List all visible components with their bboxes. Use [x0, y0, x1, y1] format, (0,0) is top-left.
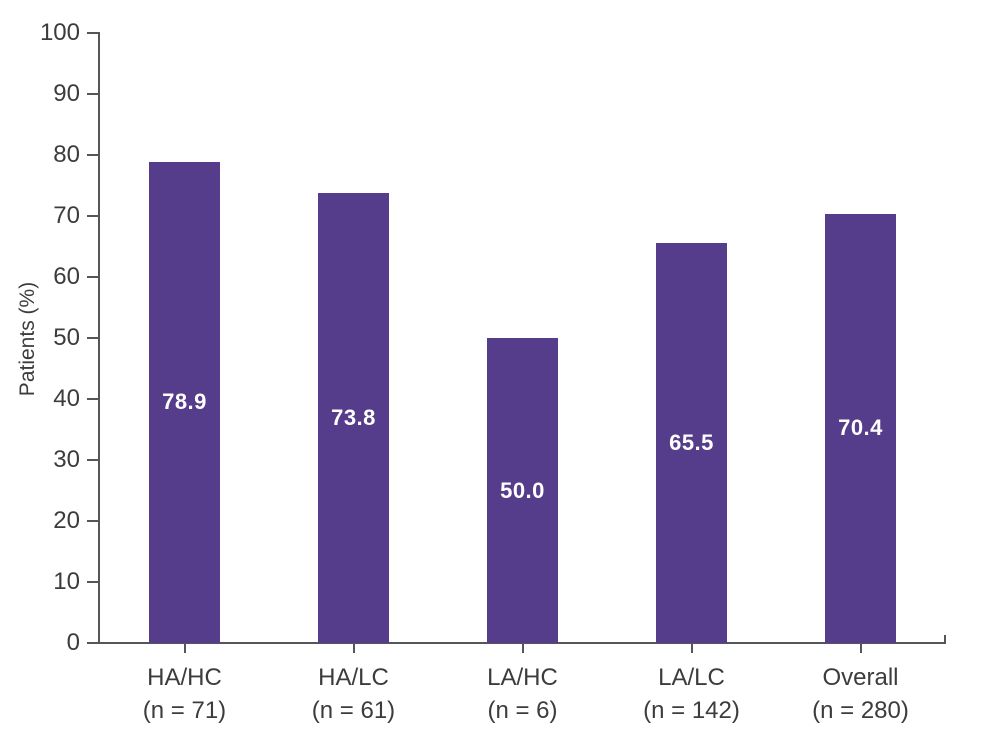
y-tick-mark	[87, 276, 99, 278]
x-tick-mark	[859, 644, 862, 653]
x-axis-line	[98, 642, 946, 644]
y-tick-mark	[87, 642, 99, 644]
bar-value-label: 73.8	[331, 404, 376, 430]
x-category-label: LA/HC (n = 6)	[438, 661, 608, 727]
y-axis-line	[98, 32, 100, 644]
x-category-n: (n = 71)	[142, 697, 227, 724]
y-tick-label: 10	[53, 568, 80, 595]
bar-value-label: 70.4	[838, 415, 883, 441]
y-tick-mark	[87, 398, 99, 400]
x-category-label: HA/HC (n = 71)	[100, 661, 270, 727]
x-category-label: Overall (n = 280)	[776, 661, 946, 727]
x-tick-mark	[352, 644, 355, 653]
x-category-label: HA/LC (n = 61)	[269, 661, 439, 727]
y-tick-label: 90	[53, 80, 80, 107]
y-tick-label: 20	[53, 507, 80, 534]
x-category-name: HA/HC	[147, 664, 222, 691]
x-category-name: LA/LC	[658, 664, 725, 691]
y-tick-mark	[87, 459, 99, 461]
bar-ha-lc: 73.8	[318, 192, 389, 643]
y-tick-label: 50	[53, 324, 80, 351]
x-tick-mark	[183, 644, 186, 653]
x-category-n: (n = 6)	[487, 697, 558, 724]
x-category-n: (n = 280)	[812, 697, 909, 724]
bar-value-label: 65.5	[669, 430, 714, 456]
y-tick-label: 100	[39, 19, 80, 46]
y-tick-mark	[87, 581, 99, 583]
x-axis-end-cap	[944, 635, 946, 644]
y-tick-label: 0	[66, 629, 80, 656]
x-category-name: HA/LC	[318, 664, 389, 691]
bar-la-lc: 65.5	[656, 243, 727, 643]
x-category-n: (n = 142)	[643, 697, 740, 724]
x-category-name: Overall	[822, 664, 899, 691]
x-tick-mark	[690, 644, 693, 653]
bar-value-label: 50.0	[500, 477, 545, 503]
x-category-n: (n = 61)	[311, 697, 396, 724]
y-tick-label: 80	[53, 141, 80, 168]
y-tick-label: 60	[53, 263, 80, 290]
y-tick-mark	[87, 215, 99, 217]
x-tick-mark	[521, 644, 524, 653]
y-tick-mark	[87, 154, 99, 156]
y-tick-mark	[87, 93, 99, 95]
bar-la-hc: 50.0	[487, 338, 558, 643]
bar-value-label: 78.9	[162, 389, 207, 415]
y-tick-mark	[87, 32, 99, 34]
y-tick-label: 40	[53, 385, 80, 412]
y-tick-label: 70	[53, 202, 80, 229]
x-category-name: LA/HC	[487, 664, 558, 691]
x-category-label: LA/LC (n = 142)	[607, 661, 777, 727]
bar-overall: 70.4	[825, 213, 896, 643]
bar-ha-hc: 78.9	[149, 161, 220, 643]
y-tick-label: 30	[53, 446, 80, 473]
y-tick-mark	[87, 520, 99, 522]
y-tick-mark	[87, 337, 99, 339]
